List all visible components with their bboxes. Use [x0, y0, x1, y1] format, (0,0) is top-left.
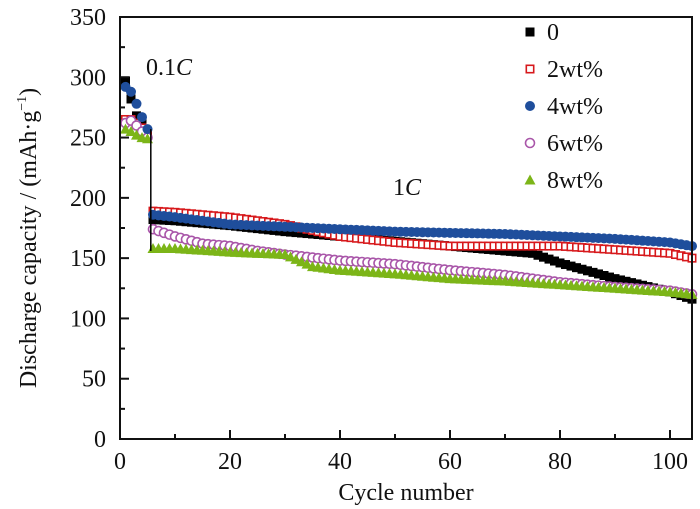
y-tick-label: 350: [70, 5, 106, 31]
data-point: [137, 118, 147, 128]
data-point: [588, 267, 598, 277]
series-6wtpct: [120, 115, 698, 300]
legend-label: 6wt%: [547, 131, 603, 157]
data-point: [126, 94, 136, 104]
data-point: [539, 252, 548, 262]
axis-ticks: [119, 16, 671, 440]
data-point: [627, 278, 636, 288]
tick-labels: 0 20 40 60 80 100 0 50 100 150 200 250 300 350: [70, 5, 688, 475]
legend-marker: [524, 174, 536, 185]
data-point: [528, 248, 537, 258]
data-point: [577, 264, 587, 274]
legend-marker: [525, 64, 535, 74]
data-point: [286, 227, 295, 237]
data-point: [125, 126, 137, 137]
series-4wtpct: [120, 81, 697, 252]
data-point: [555, 258, 565, 268]
x-axis-title: Cycle number: [338, 480, 473, 506]
y-tick-label: 150: [70, 246, 106, 272]
data-point: [297, 228, 306, 238]
y-axis-title-sup: −1: [15, 96, 30, 111]
y-axis-title-main: Discharge capacity / (mAh·g: [16, 111, 42, 388]
data-point: [291, 228, 301, 238]
data-point: [544, 254, 554, 264]
data-point: [605, 272, 614, 282]
x-tick-label: 80: [548, 449, 572, 475]
data-point: [533, 250, 543, 260]
data-point: [506, 246, 515, 256]
data-point: [583, 266, 592, 276]
legend-item: 0: [525, 20, 559, 46]
y-axis-title: Discharge capacity / (mAh·g−1): [15, 88, 42, 388]
legend-marker: [525, 27, 535, 37]
data-point: [561, 260, 570, 270]
data-point: [522, 248, 532, 258]
x-tick-label: 20: [218, 449, 242, 475]
data-point: [621, 276, 631, 286]
legend-marker: [525, 101, 535, 111]
x-tick-label: 60: [438, 449, 462, 475]
data-point: [566, 261, 576, 271]
x-tick-label: 0: [114, 449, 126, 475]
annotation-1C: 1C: [393, 175, 422, 201]
x-tick-label: 40: [328, 449, 352, 475]
annotation-0.1C: 0.1C: [146, 55, 193, 81]
y-axis-title-close: ): [16, 88, 42, 96]
legend-item: 8wt%: [524, 168, 603, 194]
legend: 0 2wt% 4wt% 6wt% 8wt%: [524, 20, 603, 194]
data-point: [126, 86, 136, 97]
annotation-c: C: [176, 55, 193, 81]
data-point: [121, 76, 130, 86]
legend-item: 2wt%: [525, 57, 603, 83]
data-point: [500, 246, 510, 256]
data-point: [599, 271, 609, 281]
annotation-c: C: [405, 175, 422, 201]
y-tick-label: 300: [70, 65, 106, 91]
data-point: [610, 274, 620, 284]
legend-item: 4wt%: [525, 94, 603, 120]
data-point: [137, 112, 147, 123]
data-point: [142, 124, 153, 135]
data-point: [131, 98, 142, 109]
data-point: [572, 263, 581, 273]
data-point: [132, 111, 141, 121]
y-tick-label: 200: [70, 186, 106, 212]
y-tick-label: 250: [70, 126, 106, 152]
x-tick-label: 100: [652, 449, 688, 475]
data-point: [594, 269, 603, 279]
legend-marker: [524, 137, 536, 149]
y-tick-label: 50: [82, 367, 106, 393]
legend-label: 4wt%: [547, 94, 603, 120]
legend-item: 6wt%: [524, 131, 603, 157]
y-tick-label: 100: [70, 306, 106, 332]
data-point: [517, 247, 526, 257]
data-point: [511, 247, 521, 257]
legend-label: 2wt%: [547, 57, 603, 83]
data-point: [550, 256, 559, 266]
annotation-rate: 0.1: [146, 55, 176, 81]
y-tick-label: 0: [94, 427, 106, 453]
data-marks: [120, 76, 698, 304]
data-point: [616, 275, 625, 285]
legend-label: 8wt%: [547, 168, 603, 194]
series-8wtpct: [120, 123, 698, 299]
annotation-rate: 1: [393, 175, 405, 201]
legend-label: 0: [547, 20, 559, 46]
